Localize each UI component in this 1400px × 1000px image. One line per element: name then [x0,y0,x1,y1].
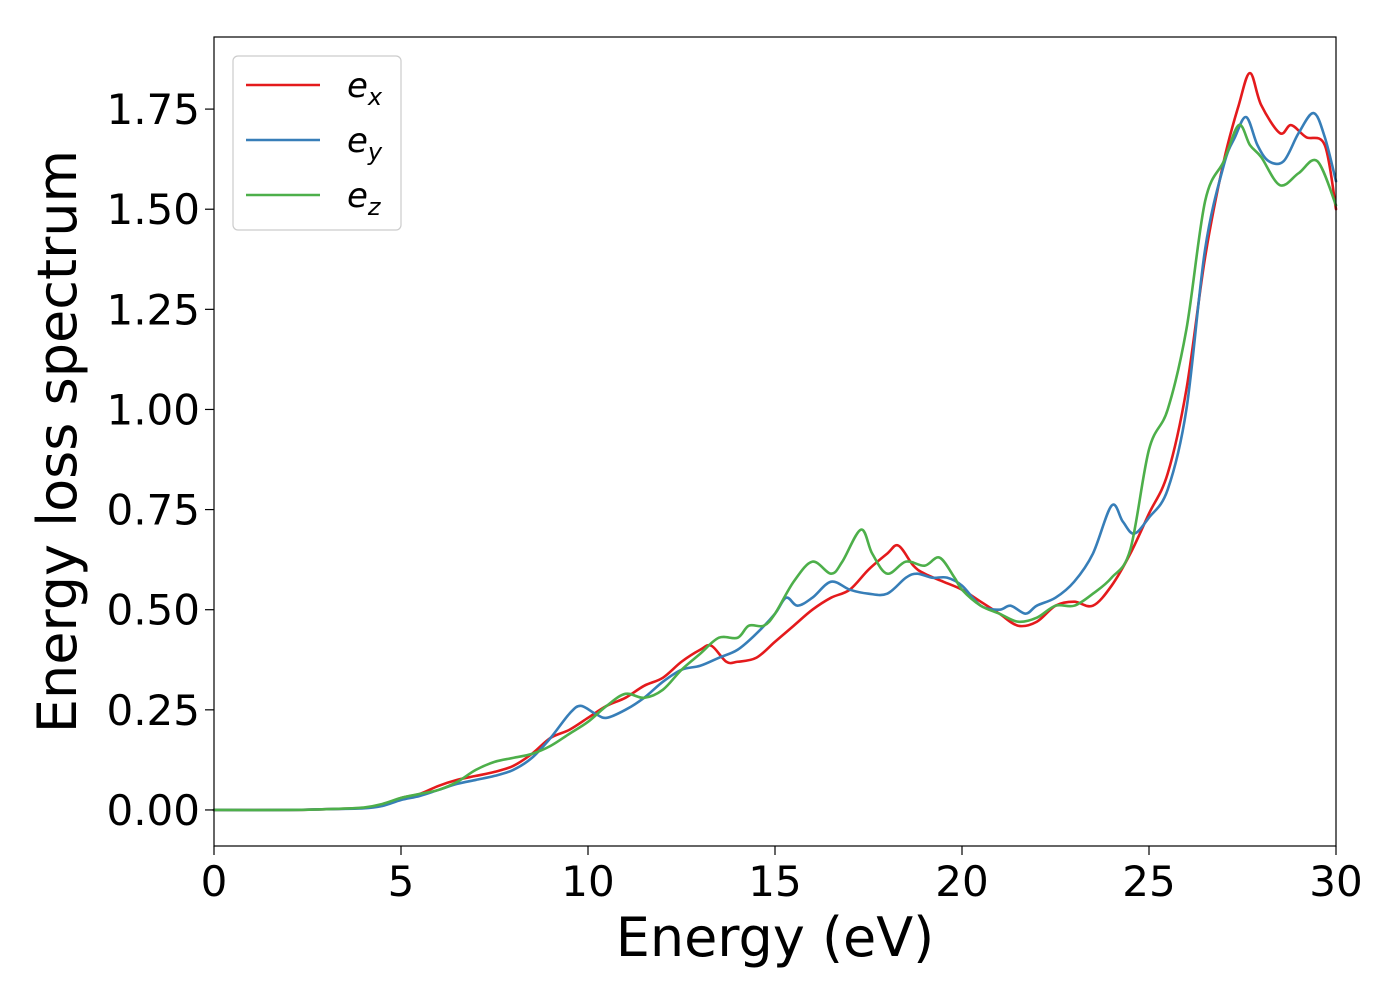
series-line-e-y [212,111,1338,812]
x-tick-label: 30 [1309,857,1362,906]
series-line-e-z [212,123,1338,812]
y-tick-label: 1.75 [106,85,200,134]
y-tick-label: 0.75 [106,486,200,535]
y-tick-label: 1.50 [106,185,200,234]
x-tick-label: 10 [561,857,614,906]
x-tick-label: 15 [748,857,801,906]
y-axis: 0.00 0.25 0.50 0.75 1.00 1.25 1.50 1.75 [106,85,214,835]
legend-label-e-y: ey [347,121,383,166]
y-tick-label: 1.25 [106,285,200,334]
y-tick-label: 0.00 [106,786,200,835]
y-axis-title: Energy loss spectrum [26,150,89,733]
y-tick-label: 0.50 [106,586,200,635]
legend: ex ey ez [232,55,402,231]
x-tick-label: 25 [1122,857,1175,906]
legend-label-e-z: ez [347,176,382,221]
x-axis: 0 5 10 15 20 25 30 [201,846,1363,906]
legend-label-e-x: ex [347,66,383,111]
series-layer [212,71,1338,812]
x-tick-label: 20 [935,857,988,906]
x-tick-label: 0 [201,857,228,906]
x-tick-label: 5 [388,857,415,906]
y-tick-label: 1.00 [106,385,200,434]
y-tick-label: 0.25 [106,686,200,735]
legend-box [232,55,402,231]
x-axis-title: Energy (eV) [616,906,935,969]
